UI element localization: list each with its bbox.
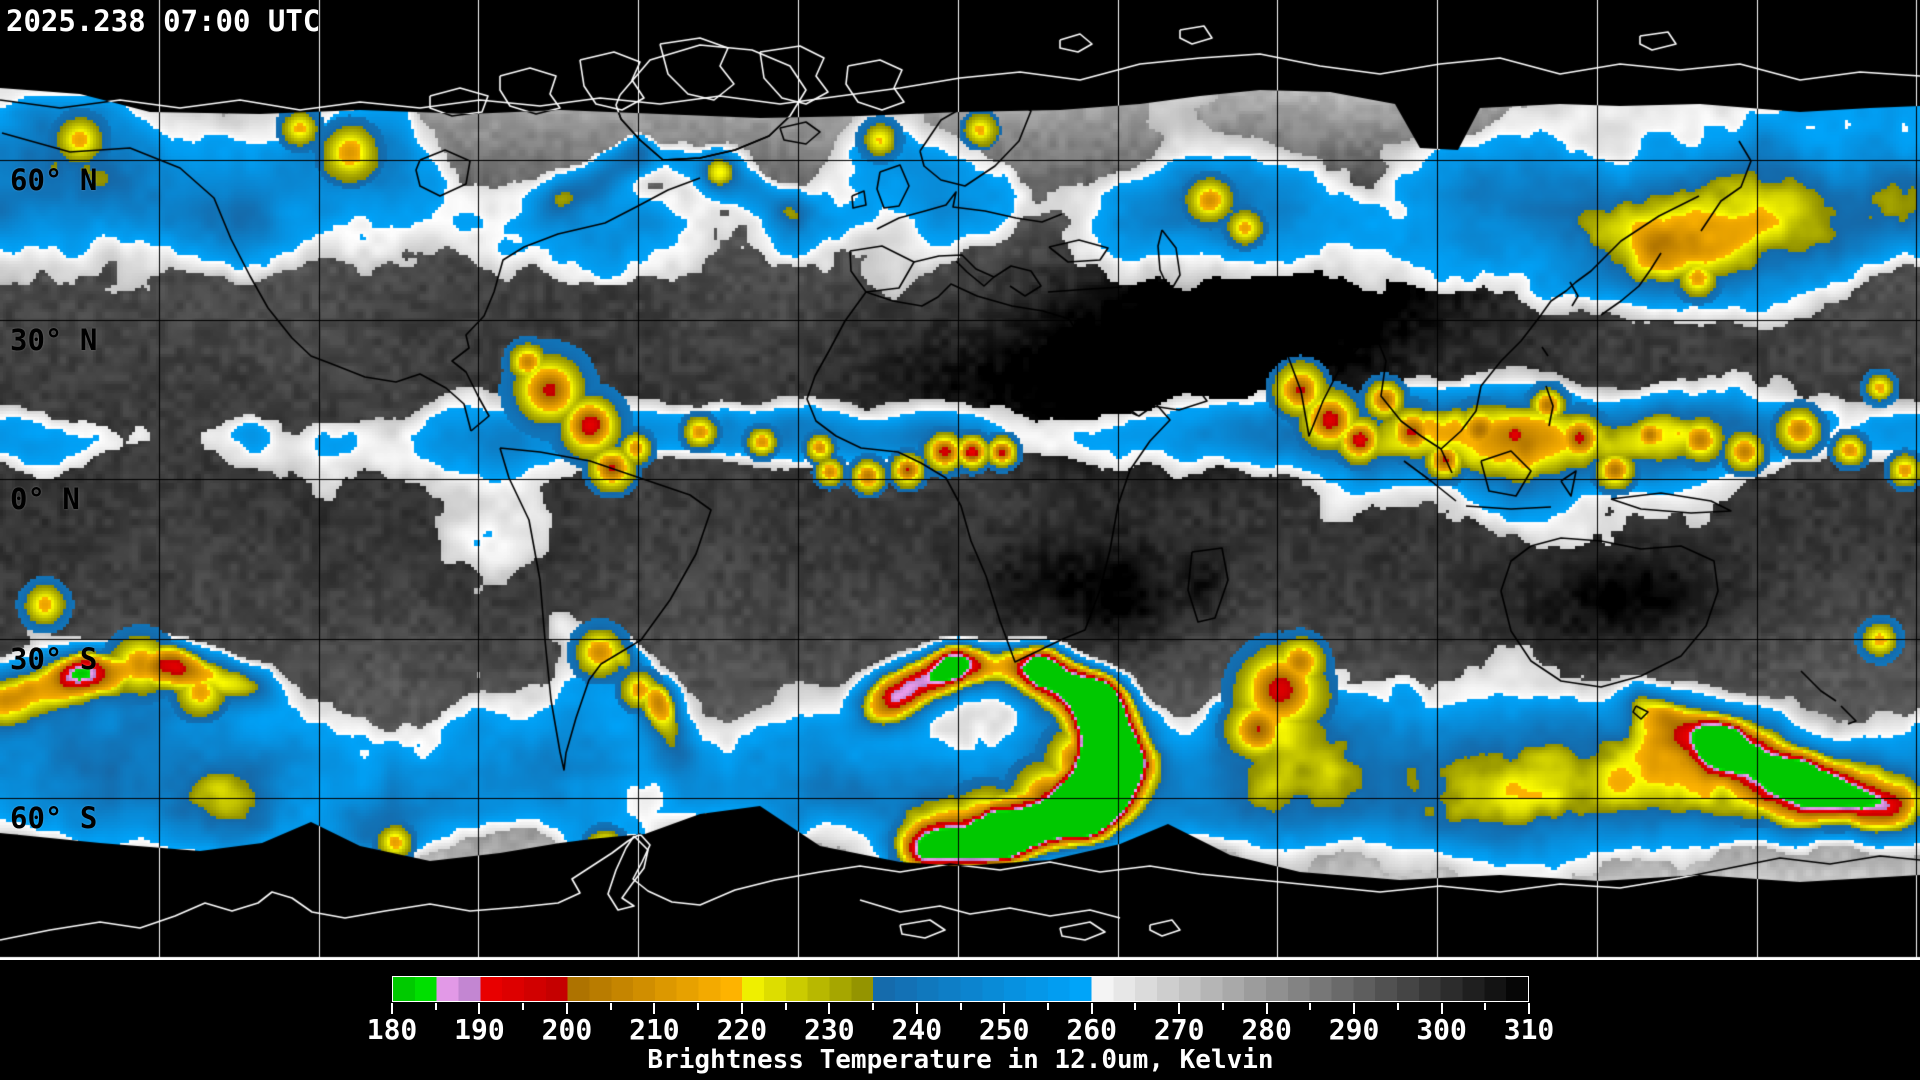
colorbar-tick bbox=[740, 1003, 743, 1014]
colorbar bbox=[392, 976, 1529, 1002]
colorbar-tick bbox=[1309, 1003, 1312, 1010]
latitude-label: 30° N bbox=[10, 323, 98, 357]
colorbar-tick bbox=[1353, 1003, 1356, 1014]
colorbar-tick bbox=[784, 1003, 787, 1010]
colorbar-tick bbox=[478, 1003, 481, 1014]
colorbar-tick-label: 210 bbox=[629, 1013, 680, 1046]
colorbar-tick-label: 220 bbox=[716, 1013, 768, 1046]
colorbar-tick bbox=[609, 1003, 612, 1010]
satellite-map-canvas bbox=[0, 0, 1920, 960]
colorbar-tick bbox=[1440, 1003, 1443, 1014]
colorbar-tick bbox=[653, 1003, 656, 1014]
colorbar-tick-label: 200 bbox=[541, 1013, 593, 1046]
colorbar-tick bbox=[697, 1003, 700, 1010]
timestamp: 2025.238 07:00 UTC bbox=[6, 4, 321, 38]
colorbar-tick bbox=[1396, 1003, 1399, 1010]
colorbar-tick bbox=[522, 1003, 525, 1010]
colorbar-tick-label: 250 bbox=[978, 1013, 1030, 1046]
latitude-label: 60° S bbox=[10, 801, 98, 835]
colorbar-tick-label: 260 bbox=[1066, 1013, 1117, 1046]
colorbar-tick bbox=[1046, 1003, 1049, 1010]
colorbar-tick-label: 190 bbox=[454, 1013, 505, 1046]
colorbar-tick-label: 270 bbox=[1153, 1013, 1205, 1046]
colorbar-tick bbox=[915, 1003, 918, 1014]
colorbar-tick bbox=[828, 1003, 831, 1014]
colorbar-tick bbox=[959, 1003, 962, 1010]
latitude-label: 0° N bbox=[10, 482, 80, 516]
colorbar-tick bbox=[1528, 1003, 1530, 1014]
colorbar-tick bbox=[1003, 1003, 1006, 1014]
colorbar-tick-label: 300 bbox=[1416, 1013, 1467, 1046]
colorbar-tick bbox=[1178, 1003, 1181, 1014]
colorbar-tick bbox=[391, 1003, 393, 1014]
colorbar-tick bbox=[1265, 1003, 1268, 1014]
colorbar-tick bbox=[1090, 1003, 1093, 1014]
colorbar-tick bbox=[872, 1003, 875, 1010]
colorbar-tick-label: 180 bbox=[366, 1013, 418, 1046]
latitude-label: 30° S bbox=[10, 642, 98, 676]
colorbar-tick bbox=[1134, 1003, 1137, 1010]
colorbar-tick bbox=[434, 1003, 437, 1010]
colorbar-tick bbox=[1221, 1003, 1224, 1010]
latitude-label: 60° N bbox=[10, 163, 98, 197]
colorbar-tick-label: 230 bbox=[804, 1013, 855, 1046]
colorbar-tick-label: 290 bbox=[1328, 1013, 1380, 1046]
colorbar-legend: 180 190 200 210 220 230 240 250 260 270 280 290 300 3… bbox=[0, 960, 1920, 1080]
legend-title: Brightness Temperature in 12.0um, Kelvin bbox=[647, 1045, 1274, 1075]
colorbar-tick-label: 280 bbox=[1241, 1013, 1292, 1046]
colorbar-tick-label: 240 bbox=[891, 1013, 943, 1046]
colorbar-tick bbox=[1484, 1003, 1487, 1010]
colorbar-tick bbox=[565, 1003, 568, 1014]
colorbar-tick-label: 310 bbox=[1503, 1013, 1555, 1046]
